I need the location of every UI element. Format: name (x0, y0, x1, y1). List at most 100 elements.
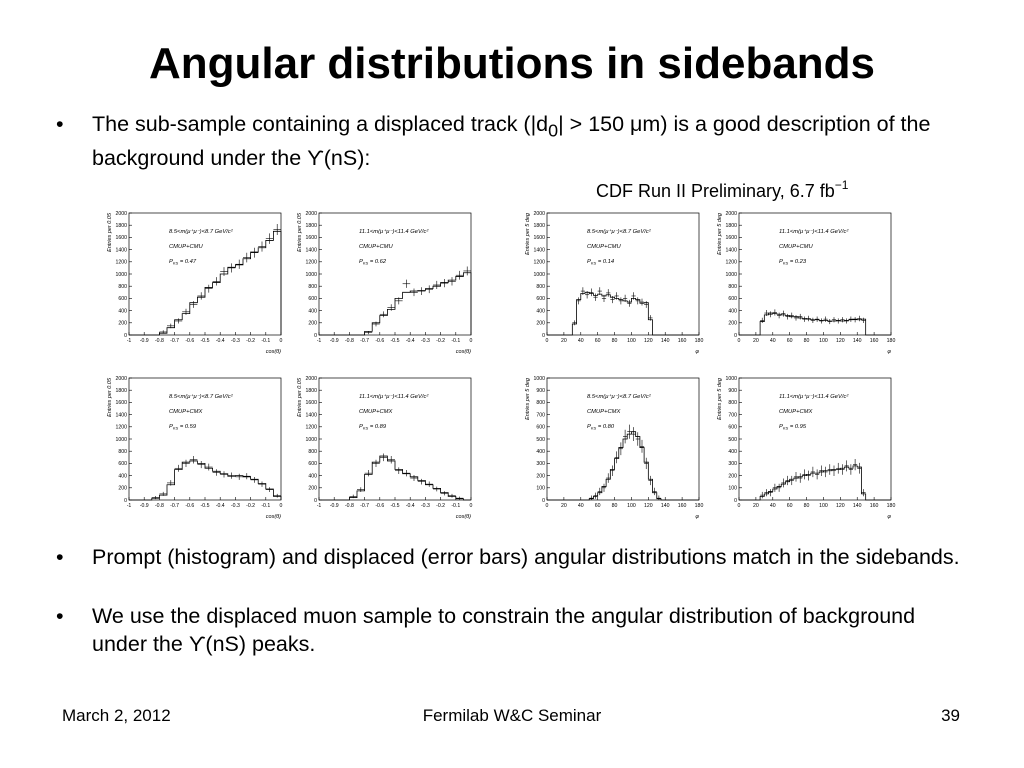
x-tick-label: 100 (819, 503, 828, 509)
x-tick-label: -0.7 (360, 338, 369, 344)
figure-label: CDF Run II Preliminary, 6.7 fb−1 (596, 178, 848, 202)
x-tick-label: 100 (627, 503, 636, 509)
x-tick-label: 0 (280, 338, 283, 344)
y-tick-label: 600 (728, 425, 737, 431)
x-tick-label: 40 (770, 503, 776, 509)
prompt-histogram (739, 312, 891, 336)
y-tick-label: 700 (536, 412, 545, 418)
y-tick-label: 0 (734, 498, 737, 504)
x-tick-label: -0.1 (451, 503, 460, 509)
y-tick-label: 1800 (305, 388, 317, 394)
y-tick-label: 900 (536, 388, 545, 394)
bullet-text: The sub-sample containing a displaced tr… (92, 110, 972, 172)
y-tick-label: 1200 (305, 425, 317, 431)
x-tick-label: 140 (661, 338, 670, 344)
pks-label: PKS = 0.62 (359, 259, 387, 266)
bullet-text: We use the displaced muon sample to cons… (92, 604, 916, 656)
y-tick-label: 400 (118, 473, 127, 479)
y-tick-label: 1400 (115, 247, 127, 253)
prompt-histogram (739, 465, 891, 501)
bullet-subscript: 0 (548, 120, 559, 141)
y-tick-label: 200 (728, 321, 737, 327)
x-tick-label: -0.8 (155, 338, 164, 344)
y-tick-label: 1600 (305, 400, 317, 406)
mass-window-label: 11.1<m(μ⁺μ⁻)<11.4 GeV/c² (779, 394, 849, 400)
x-tick-label: -0.9 (140, 338, 149, 344)
y-axis-label: Entries per 5 deg (717, 212, 723, 255)
histogram-chart: -1 -0.9 -0.8 -0.7 -0.6 -0.5 -0.4 -0.3 -0.2 -0.1 0 0… (107, 211, 283, 355)
histogram-panel: 0 20 40 60 80 100 120 140 160 180 0 100 200 300 400 500… (521, 370, 707, 522)
y-tick-label: 500 (728, 437, 737, 443)
x-tick-label: 80 (612, 338, 618, 344)
y-tick-label: 100 (536, 486, 545, 492)
x-tick-label: -0.2 (246, 338, 255, 344)
y-tick-label: 1800 (305, 223, 317, 229)
y-tick-label: 0 (542, 498, 545, 504)
x-tick-label: 180 (695, 503, 704, 509)
x-tick-label: 60 (595, 338, 601, 344)
y-axis-label: Entries per 0.05 (297, 377, 303, 417)
y-axis-label: Entries per 0.05 (297, 212, 303, 252)
y-tick-label: 2000 (305, 211, 317, 217)
histogram-panel: -1 -0.9 -0.8 -0.7 -0.6 -0.5 -0.4 -0.3 -0.2 -0.1 0 0… (293, 370, 479, 522)
x-axis-label: cos(θ) (266, 349, 281, 355)
x-axis-label: φ (695, 349, 699, 355)
x-axis-label: φ (887, 514, 891, 520)
y-tick-label: 700 (728, 412, 737, 418)
x-tick-label: -0.5 (391, 338, 400, 344)
x-tick-label: 120 (836, 503, 845, 509)
x-tick-label: -0.6 (375, 338, 384, 344)
x-tick-label: 160 (870, 338, 879, 344)
x-tick-label: -0.3 (421, 338, 430, 344)
mass-window-label: 8.5<m(μ⁺μ⁻)<8.7 GeV/c² (169, 394, 234, 400)
x-tick-label: 120 (644, 503, 653, 509)
x-tick-label: 140 (853, 503, 862, 509)
x-axis-label: cos(θ) (456, 349, 471, 355)
y-tick-label: 200 (308, 321, 317, 327)
x-tick-label: -0.1 (261, 338, 270, 344)
y-axis-label: Entries per 5 deg (525, 212, 531, 255)
x-tick-label: 160 (678, 503, 687, 509)
y-tick-label: 600 (536, 425, 545, 431)
histogram-chart: 0 20 40 60 80 100 120 140 160 180 0 100 200 300 400 500… (525, 376, 704, 520)
y-tick-label: 2000 (115, 211, 127, 217)
y-tick-label: 800 (308, 284, 317, 290)
x-tick-label: -1 (317, 503, 322, 509)
y-tick-label: 1400 (533, 247, 545, 253)
y-tick-label: 1600 (725, 235, 737, 241)
y-tick-label: 600 (308, 296, 317, 302)
y-tick-label: 1000 (305, 437, 317, 443)
y-tick-label: 1600 (533, 235, 545, 241)
y-tick-label: 0 (124, 333, 127, 339)
y-tick-label: 500 (536, 437, 545, 443)
y-tick-label: 200 (536, 321, 545, 327)
y-tick-label: 1000 (115, 272, 127, 278)
histogram-panel: -1 -0.9 -0.8 -0.7 -0.6 -0.5 -0.4 -0.3 -0.2 -0.1 0 0… (103, 370, 289, 522)
y-tick-label: 400 (536, 308, 545, 314)
y-tick-label: 0 (314, 498, 317, 504)
x-tick-label: -1 (317, 338, 322, 344)
figure-label-text: CDF Run II Preliminary, 6.7 fb (596, 181, 835, 201)
y-tick-label: 300 (536, 461, 545, 467)
prompt-histogram (129, 230, 282, 336)
pks-label: PKS = 0.14 (587, 259, 614, 266)
x-tick-label: -0.4 (406, 503, 415, 509)
histogram-panel: 0 20 40 60 80 100 120 140 160 180 0 200 400 600 800 100… (521, 205, 707, 357)
x-tick-label: 20 (561, 503, 567, 509)
x-tick-label: -0.3 (231, 338, 240, 344)
x-tick-label: -0.6 (185, 338, 194, 344)
y-tick-label: 200 (308, 486, 317, 492)
y-tick-label: 600 (728, 296, 737, 302)
sample-label: CMUP+CMU (169, 244, 203, 250)
y-tick-label: 0 (314, 333, 317, 339)
x-tick-label: 140 (661, 503, 670, 509)
pks-label: PKS = 0.95 (779, 424, 807, 431)
footer-page-number: 39 (941, 706, 960, 725)
bullet-dot: • (56, 545, 64, 569)
y-tick-label: 2000 (115, 376, 127, 382)
x-tick-label: 180 (887, 503, 896, 509)
x-tick-label: -0.4 (216, 503, 225, 509)
y-tick-label: 2000 (533, 211, 545, 217)
mass-window-label: 11.1<m(μ⁺μ⁻)<11.4 GeV/c² (359, 229, 429, 235)
pks-label: PKS = 0.80 (587, 424, 615, 431)
